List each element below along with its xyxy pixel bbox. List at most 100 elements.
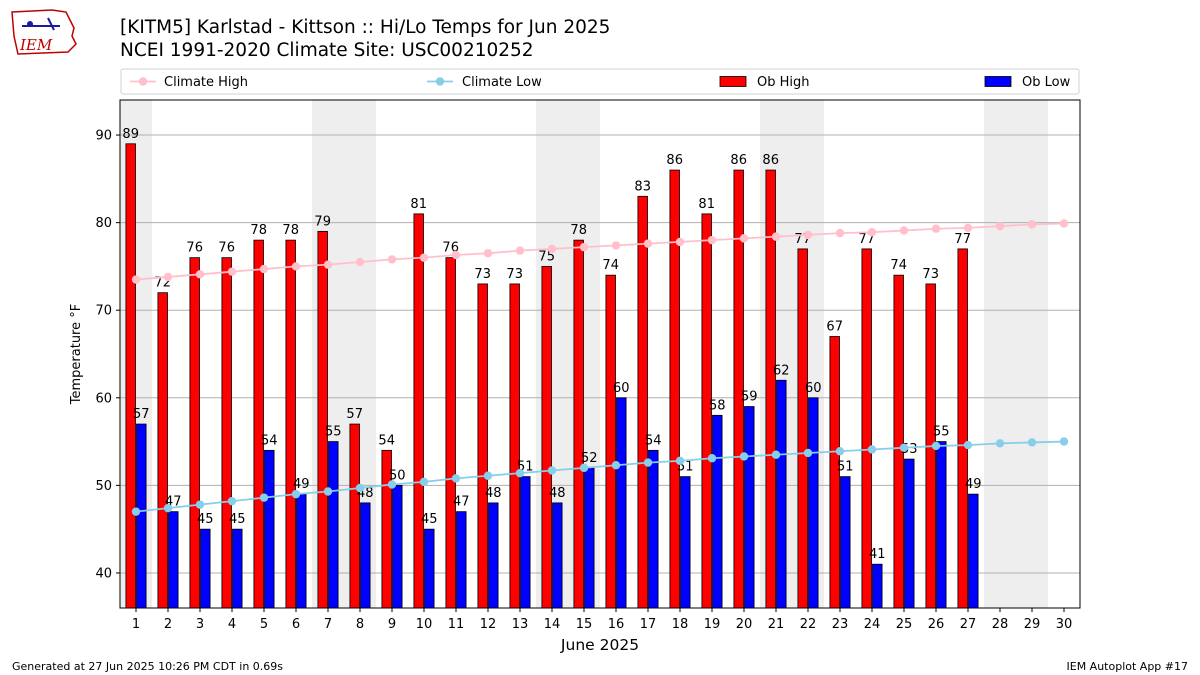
- y-axis-label: Temperature °F: [69, 304, 84, 405]
- climate-high-point: [771, 232, 781, 241]
- ob-high-label: 78: [570, 223, 587, 238]
- climate-low-point: [835, 447, 845, 456]
- climate-low-point: [771, 450, 781, 459]
- climate-low-point: [643, 458, 653, 467]
- ob-high-bar: [285, 239, 296, 609]
- x-tick-label: 6: [292, 617, 300, 632]
- ob-low-bar: [968, 493, 979, 609]
- ob-low-bar: [264, 449, 275, 609]
- ob-high-bar: [477, 283, 488, 609]
- y-tick-label: 60: [95, 391, 112, 406]
- climate-high-line: [135, 222, 1065, 281]
- climate-high-point: [419, 253, 429, 262]
- ob-low-label: 60: [805, 381, 822, 396]
- x-tick-label: 23: [832, 617, 849, 632]
- climate-low-point: [355, 483, 365, 493]
- plot-frame: [119, 99, 1081, 609]
- ob-low-label: 62: [773, 363, 790, 378]
- x-tick-label: 5: [260, 617, 268, 632]
- weekend-band: [792, 100, 824, 608]
- climate-low-point: [675, 456, 685, 466]
- ob-high-label: 73: [922, 267, 939, 282]
- ob-low-label: 51: [837, 460, 854, 475]
- y-tick-label: 70: [95, 304, 112, 319]
- x-tick-label: 1: [132, 617, 140, 632]
- legend-climate-low-label: Climate Low: [462, 75, 542, 90]
- ob-high-bar: [125, 143, 136, 609]
- x-tick-label: 15: [576, 617, 593, 632]
- climate-low-point: [611, 461, 621, 470]
- x-tick-label: 28: [992, 617, 1009, 632]
- ob-high-bar: [157, 292, 168, 609]
- climate-high-point: [227, 267, 237, 276]
- legend-ob-low-swatch: [984, 76, 1012, 87]
- climate-high-point: [323, 260, 333, 269]
- x-tick-label: 8: [356, 617, 364, 632]
- climate-high-point: [1027, 220, 1037, 229]
- ob-low-bar: [840, 476, 851, 609]
- ob-high-bar: [189, 257, 200, 609]
- ob-low-bar: [552, 502, 563, 609]
- climate-low-point: [707, 454, 717, 463]
- climate-low-point: [739, 452, 749, 461]
- weekend-band: [344, 100, 376, 608]
- ob-high-bar: [573, 239, 584, 609]
- legend-climate-high-label: Climate High: [164, 75, 248, 90]
- x-tick-label: 22: [800, 617, 817, 632]
- ob-low-label: 55: [325, 425, 342, 440]
- climate-high-point: [483, 249, 493, 258]
- weekend-band: [568, 100, 600, 608]
- ob-low-bar: [488, 502, 499, 609]
- climate-high-point: [899, 226, 909, 235]
- ob-low-label: 48: [485, 486, 502, 501]
- climate-low-point: [451, 474, 461, 483]
- climate-low-point: [803, 448, 813, 458]
- ob-low-label: 50: [389, 468, 406, 483]
- ob-high-bar: [797, 248, 808, 609]
- x-tick-label: 11: [448, 617, 465, 632]
- climate-low-point: [963, 440, 973, 450]
- x-tick-label: 30: [1056, 617, 1073, 632]
- ob-high-label: 74: [890, 258, 907, 273]
- climate-low-line: [135, 440, 1065, 513]
- climate-low-point: [227, 496, 237, 506]
- climate-high-point: [579, 242, 589, 252]
- chart-title: [KITM5] Karlstad - Kittson :: Hi/Lo Temp…: [120, 17, 611, 38]
- weekend-band: [1016, 100, 1048, 608]
- ob-high-bar: [413, 213, 424, 609]
- ob-high-bar: [637, 195, 648, 609]
- legend-ob-high-swatch: [719, 76, 747, 87]
- ob-high-bar: [317, 230, 328, 609]
- climate-high-point: [963, 223, 973, 233]
- ob-high-label: 79: [314, 214, 331, 229]
- climate-high-point: [259, 264, 269, 274]
- ob-low-bar: [424, 528, 435, 609]
- climate-low-point: [163, 503, 173, 513]
- ob-high-label: 81: [410, 197, 427, 212]
- climate-low-point: [515, 468, 525, 478]
- climate-high-point: [643, 239, 653, 248]
- generated-timestamp: Generated at 27 Jun 2025 10:26 PM CDT in…: [12, 660, 284, 673]
- climate-high-point: [547, 244, 557, 254]
- ob-low-label: 58: [709, 398, 726, 413]
- y-tick-label: 80: [95, 216, 112, 231]
- ob-high-bar: [445, 257, 456, 609]
- ob-low-label: 49: [965, 477, 982, 492]
- climate-low-point: [579, 463, 589, 473]
- climate-high-point: [611, 241, 621, 250]
- ob-low-bar: [904, 458, 915, 609]
- climate-low-point: [867, 445, 877, 454]
- ob-low-label: 49: [293, 477, 310, 492]
- ob-high-label: 73: [474, 267, 491, 282]
- ob-high-label: 76: [186, 241, 203, 256]
- y-tick-label: 40: [95, 566, 112, 581]
- ob-low-bar: [232, 528, 243, 609]
- legend-ob-high-label: Ob High: [757, 75, 810, 90]
- ob-high-label: 76: [218, 241, 235, 256]
- climate-high-point: [387, 255, 397, 264]
- iem-logo: IEM: [11, 9, 77, 55]
- ob-low-bar: [200, 528, 211, 609]
- climate-low-point: [547, 466, 557, 475]
- climate-high-point: [1059, 219, 1069, 228]
